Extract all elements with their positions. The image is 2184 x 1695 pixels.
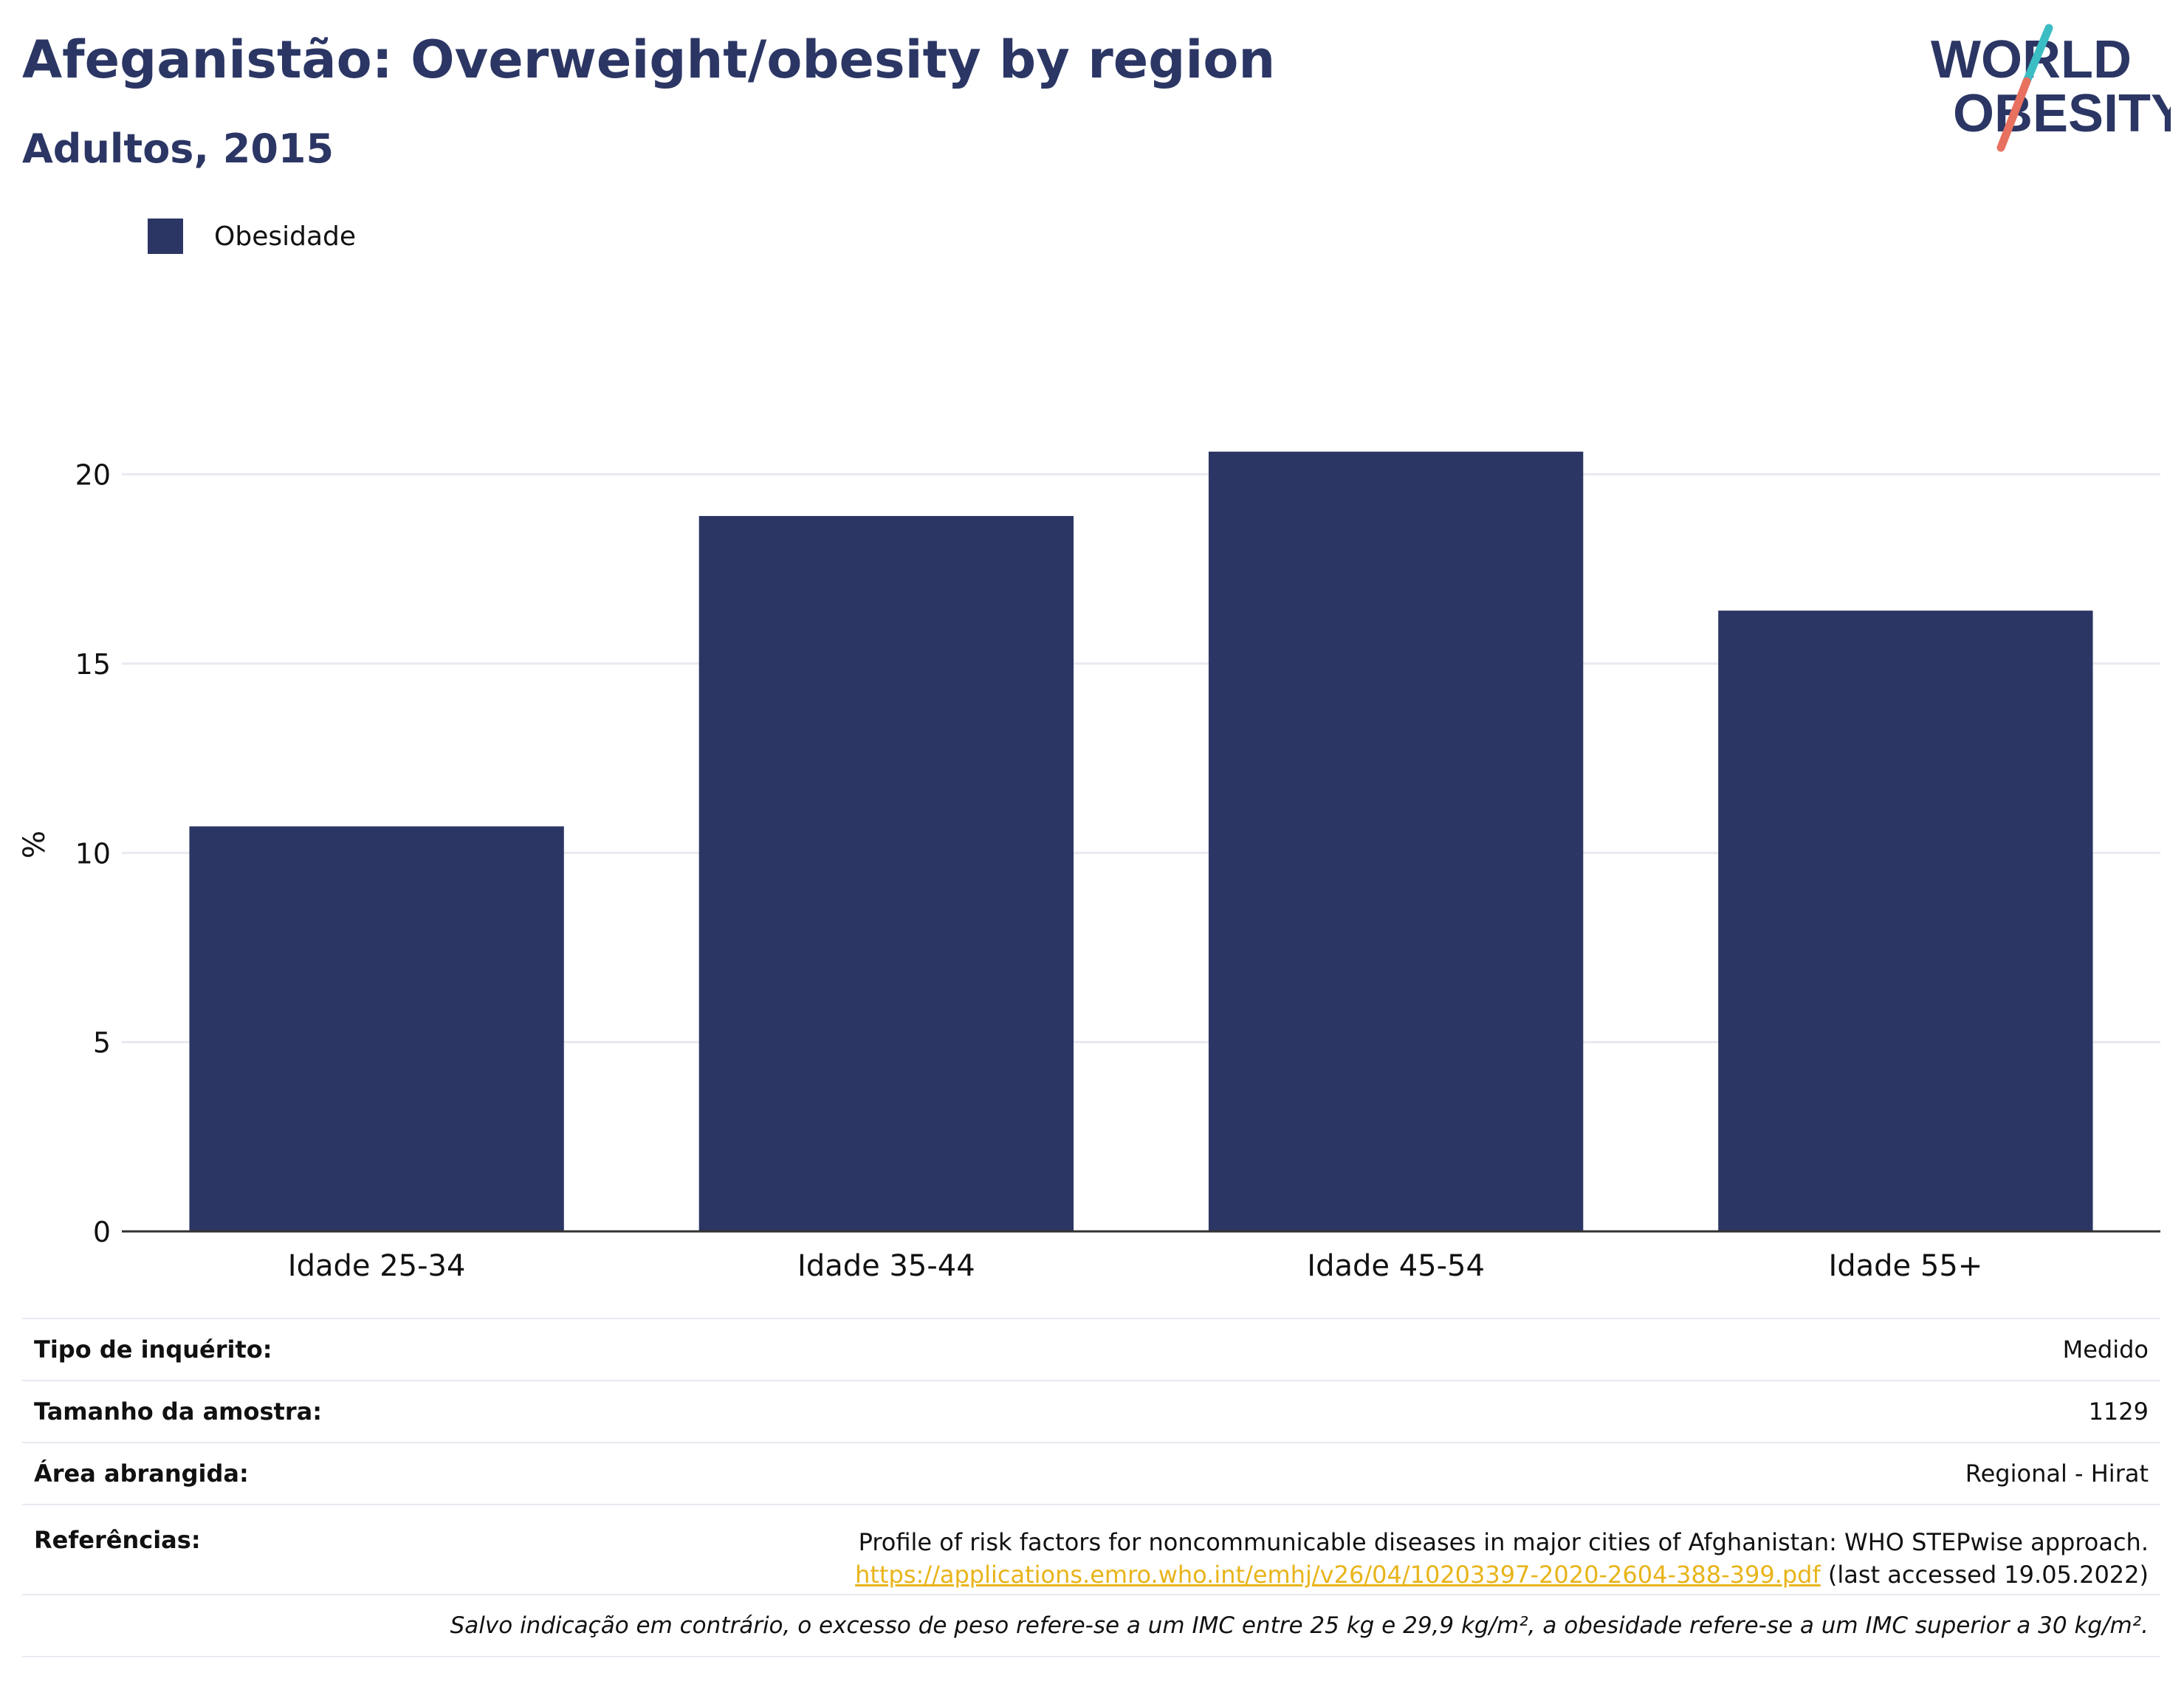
legend-swatch-obesidade [148,219,183,254]
area-value: Regional - Hirat [1965,1460,2149,1488]
bar-idade-35-44 [698,515,1074,1231]
info-row-survey-type: Tipo de inquérito: Medido [22,1318,2160,1380]
y-axis-label: % [18,831,52,859]
logo-line2: OBESITY [1953,84,2171,143]
reference-accessed: (last accessed 19.05.2022) [1827,1561,2149,1589]
references-value: Profile of risk factors for noncommunica… [855,1526,2149,1591]
area-label: Área abrangida: [34,1460,249,1488]
x-tick-label: Idade 55+ [1828,1249,1982,1283]
logo-slash-coral [1996,77,2031,152]
x-tick-label: Idade 45-54 [1307,1249,1485,1283]
legend-label-obesidade: Obesidade [214,221,357,252]
bar-idade-45-54 [1208,451,1584,1232]
survey-type-value: Medido [2062,1335,2149,1364]
y-tick-label: 5 [93,1027,111,1059]
survey-type-label: Tipo de inquérito: [34,1335,272,1364]
y-tick-label: 15 [75,648,111,681]
info-row-sample-size: Tamanho da amostra: 1129 [22,1380,2160,1442]
reference-text: Profile of risk factors for noncommunica… [858,1528,2149,1556]
info-table: Tipo de inquérito: Medido Tamanho da amo… [22,1318,2160,1657]
reference-link[interactable]: https://applications.emro.who.int/emhj/v… [855,1561,1821,1589]
legend: Obesidade [148,219,356,254]
y-tick-label: 0 [93,1216,111,1248]
y-axis-ticks: 0 5 10 15 20 [75,459,111,1248]
footnote-row: Salvo indicação em contrário, o excesso … [22,1594,2160,1657]
info-row-area: Área abrangida: Regional - Hirat [22,1442,2160,1504]
sample-size-value: 1129 [2088,1397,2149,1426]
chart-subtitle: Adultos, 2015 [22,126,334,172]
sample-size-label: Tamanho da amostra: [34,1397,322,1426]
logo-slash-teal [2022,24,2053,86]
x-tick-label: Idade 25-34 [288,1249,466,1283]
bar-idade-55- [1718,611,2093,1231]
x-tick-label: Idade 35-44 [797,1249,975,1283]
chart-title: Afeganistão: Overweight/obesity by regio… [22,30,1276,90]
info-row-references: Referências: Profile of risk factors for… [22,1504,2160,1594]
y-tick-label: 10 [75,837,111,870]
world-obesity-logo: WORLD OBESITY [1931,24,2171,152]
y-tick-label: 20 [75,459,111,492]
references-label: Referências: [34,1526,201,1554]
footnote: Salvo indicação em contrário, o excesso … [450,1612,2149,1639]
bar-idade-25-34 [189,826,564,1231]
x-axis-ticks: Idade 25-34 Idade 35-44 Idade 45-54 Idade 5… [288,1249,1982,1283]
bar-chart: 0 5 10 15 20 Idade 25-34 Idade 35-44 Idade 45-… [18,451,2160,1283]
bars [189,451,2093,1232]
